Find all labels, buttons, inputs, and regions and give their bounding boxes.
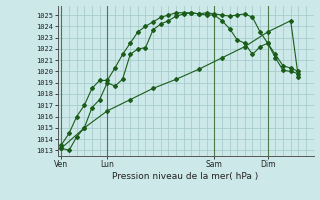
X-axis label: Pression niveau de la mer( hPa ): Pression niveau de la mer( hPa ) <box>112 172 259 181</box>
